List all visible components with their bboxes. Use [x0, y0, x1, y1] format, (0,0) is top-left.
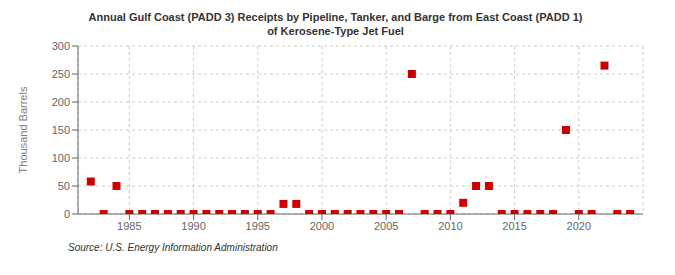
svg-text:0: 0 — [64, 208, 70, 220]
svg-text:200: 200 — [52, 96, 70, 108]
html-text:Source: U.S. Energy Informatio: Source: U.S. Energy Information Administ… — [68, 242, 278, 253]
html-text:Annual Gulf Coast (PADD 3) Rec: Annual Gulf Coast (PADD 3) Receipts by P… — [88, 11, 583, 23]
svg-text:2015: 2015 — [502, 220, 526, 232]
svg-text:50: 50 — [58, 180, 70, 192]
svg-text:2010: 2010 — [438, 220, 462, 232]
svg-text:2000: 2000 — [310, 220, 334, 232]
svg-text:1990: 1990 — [181, 220, 205, 232]
svg-text:Thousand Barrels: Thousand Barrels — [17, 86, 29, 173]
svg-text:150: 150 — [52, 124, 70, 136]
svg-text:250: 250 — [52, 68, 70, 80]
svg-text:300: 300 — [52, 40, 70, 52]
svg-text:1985: 1985 — [117, 220, 141, 232]
svg-text:100: 100 — [52, 152, 70, 164]
svg-text:2005: 2005 — [374, 220, 398, 232]
svg-text:2020: 2020 — [567, 220, 591, 232]
html-text:of Kerosene-Type Jet Fuel: of Kerosene-Type Jet Fuel — [267, 25, 404, 37]
svg-text:1995: 1995 — [246, 220, 270, 232]
